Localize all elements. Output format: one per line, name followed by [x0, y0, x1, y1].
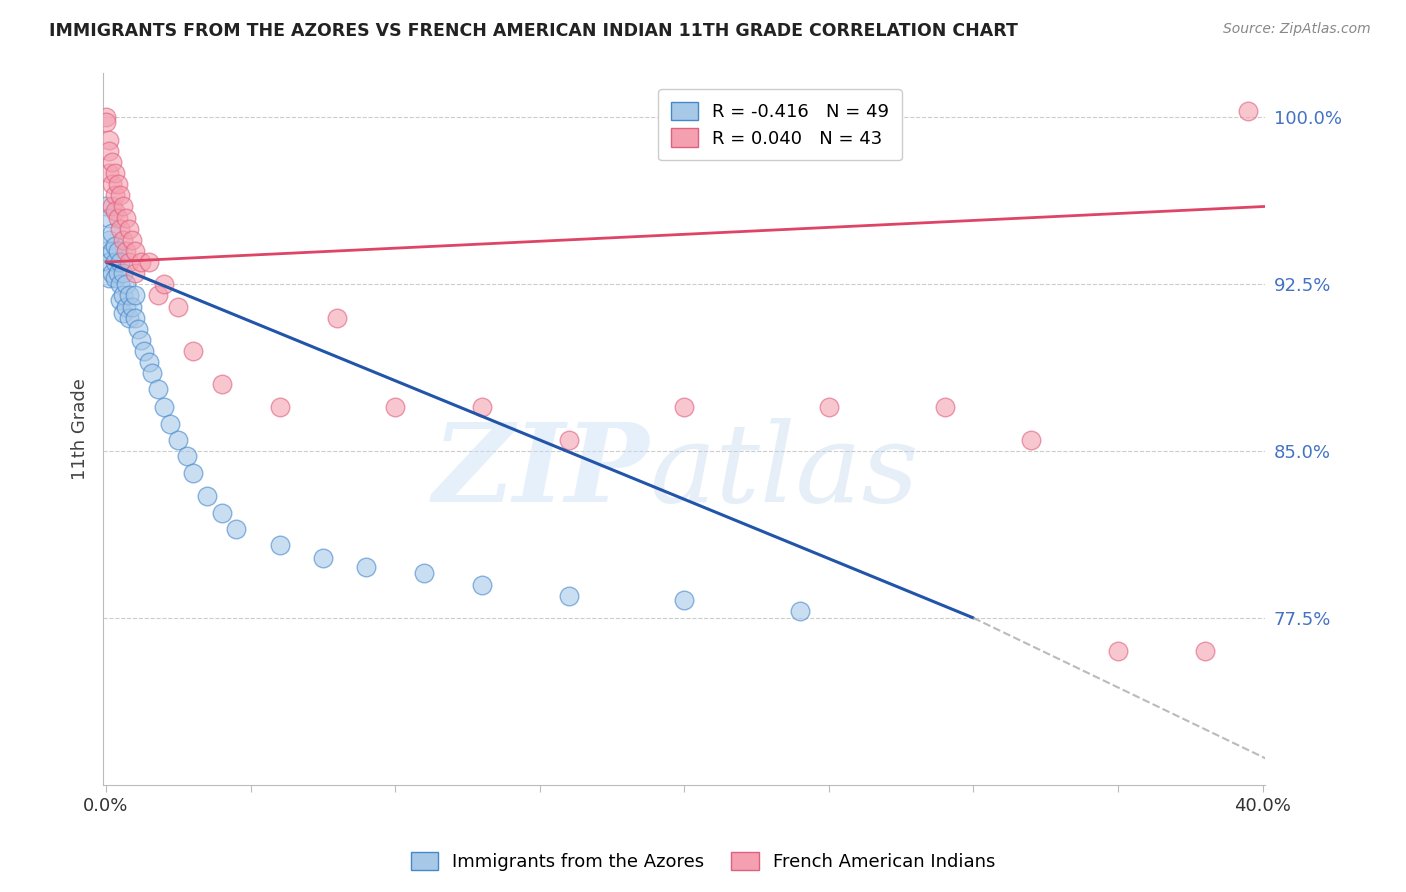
Point: [101, 177, 124, 191]
Point: [110, 277, 132, 292]
Point: [269, 537, 291, 551]
Point: [138, 255, 160, 269]
Point: [124, 244, 146, 258]
Point: [115, 244, 138, 258]
Point: [471, 400, 494, 414]
Point: [159, 417, 181, 432]
Point: [124, 288, 146, 302]
Point: [269, 400, 291, 414]
Point: [129, 333, 152, 347]
Point: [153, 277, 176, 292]
Point: [94, 244, 117, 258]
Point: [132, 344, 155, 359]
Point: [115, 211, 138, 225]
Point: [118, 310, 141, 325]
Text: ZIP: ZIP: [433, 417, 650, 525]
Point: [107, 177, 129, 191]
Point: [211, 377, 233, 392]
Point: [107, 211, 129, 225]
Point: [138, 355, 160, 369]
Point: [97, 270, 120, 285]
Point: [818, 400, 841, 414]
Text: atlas: atlas: [650, 417, 920, 525]
Point: [97, 233, 120, 247]
Point: [104, 188, 127, 202]
Point: [181, 467, 204, 481]
Point: [167, 433, 190, 447]
Text: IMMIGRANTS FROM THE AZORES VS FRENCH AMERICAN INDIAN 11TH GRADE CORRELATION CHAR: IMMIGRANTS FROM THE AZORES VS FRENCH AME…: [49, 22, 1018, 40]
Point: [118, 221, 141, 235]
Point: [153, 400, 176, 414]
Point: [413, 566, 436, 581]
Point: [124, 266, 146, 280]
Point: [471, 577, 494, 591]
Point: [112, 306, 135, 320]
Point: [112, 266, 135, 280]
Point: [101, 199, 124, 213]
Point: [146, 382, 169, 396]
Point: [101, 266, 124, 280]
Point: [104, 239, 127, 253]
Point: [97, 166, 120, 180]
Point: [557, 433, 579, 447]
Legend: Immigrants from the Azores, French American Indians: Immigrants from the Azores, French Ameri…: [404, 845, 1002, 879]
Point: [104, 255, 127, 269]
Point: [211, 507, 233, 521]
Point: [107, 266, 129, 280]
Y-axis label: 11th Grade: 11th Grade: [72, 378, 89, 480]
Point: [118, 288, 141, 302]
Point: [107, 244, 129, 258]
Point: [110, 293, 132, 307]
Point: [789, 604, 811, 618]
Point: [101, 155, 124, 169]
Point: [129, 255, 152, 269]
Point: [112, 288, 135, 302]
Point: [384, 400, 406, 414]
Point: [934, 400, 956, 414]
Point: [673, 593, 696, 607]
Point: [110, 188, 132, 202]
Point: [141, 366, 163, 380]
Point: [112, 199, 135, 213]
Text: Source: ZipAtlas.com: Source: ZipAtlas.com: [1223, 22, 1371, 37]
Point: [101, 226, 124, 240]
Point: [121, 300, 143, 314]
Point: [94, 199, 117, 213]
Point: [97, 144, 120, 158]
Point: [104, 166, 127, 180]
Point: [94, 111, 117, 125]
Point: [104, 203, 127, 218]
Legend: R = -0.416   N = 49, R = 0.040   N = 43: R = -0.416 N = 49, R = 0.040 N = 43: [658, 89, 901, 161]
Point: [146, 288, 169, 302]
Point: [557, 589, 579, 603]
Point: [225, 522, 247, 536]
Point: [176, 449, 198, 463]
Point: [181, 344, 204, 359]
Point: [326, 310, 349, 325]
Point: [94, 115, 117, 129]
Point: [101, 244, 124, 258]
Point: [104, 270, 127, 285]
Point: [1107, 644, 1129, 658]
Point: [167, 300, 190, 314]
Point: [115, 277, 138, 292]
Point: [195, 489, 218, 503]
Point: [1194, 644, 1216, 658]
Point: [110, 255, 132, 269]
Point: [112, 233, 135, 247]
Point: [121, 233, 143, 247]
Point: [673, 400, 696, 414]
Point: [97, 133, 120, 147]
Point: [127, 322, 149, 336]
Point: [1237, 103, 1260, 118]
Point: [1019, 433, 1042, 447]
Point: [97, 211, 120, 225]
Point: [118, 255, 141, 269]
Point: [97, 255, 120, 269]
Point: [124, 310, 146, 325]
Point: [110, 221, 132, 235]
Point: [115, 300, 138, 314]
Point: [312, 550, 335, 565]
Point: [354, 559, 377, 574]
